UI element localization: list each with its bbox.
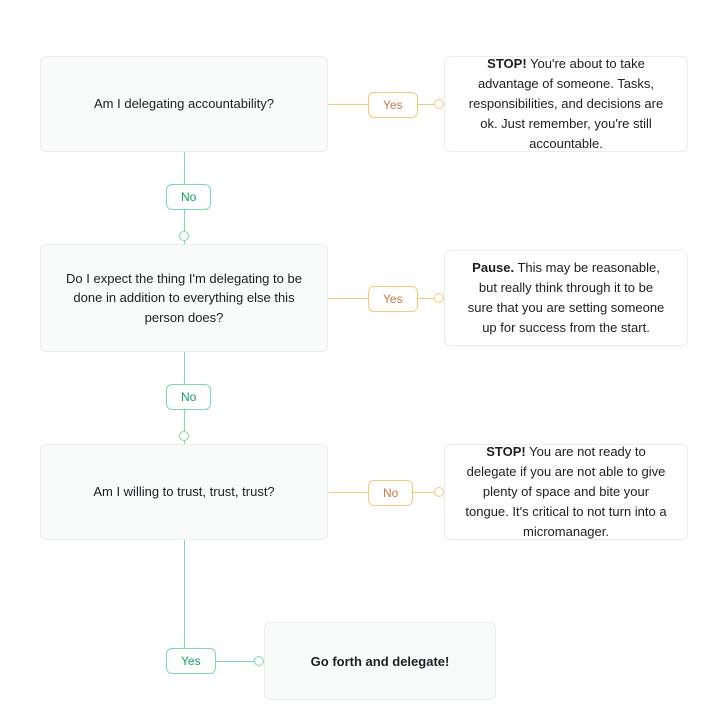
pill-q3-no: No xyxy=(368,480,413,506)
dot-final xyxy=(254,656,264,666)
outcome-2-text: Pause. This may be reasonable, but reall… xyxy=(465,258,667,339)
dot-q3-top xyxy=(179,431,189,441)
outcome-2: Pause. This may be reasonable, but reall… xyxy=(444,250,688,346)
question-1: Am I delegating accountability? xyxy=(40,56,328,152)
outcome-3-text: STOP! You are not ready to delegate if y… xyxy=(465,442,667,543)
question-3-text: Am I willing to trust, trust, trust? xyxy=(93,482,274,502)
outcome-3: STOP! You are not ready to delegate if y… xyxy=(444,444,688,540)
question-1-text: Am I delegating accountability? xyxy=(94,94,274,114)
question-3: Am I willing to trust, trust, trust? xyxy=(40,444,328,540)
dot-o3 xyxy=(434,487,444,497)
pill-q3-yes: Yes xyxy=(166,648,216,674)
outcome-final: Go forth and delegate! xyxy=(264,622,496,700)
dot-o2 xyxy=(434,293,444,303)
pill-q2-yes: Yes xyxy=(368,286,418,312)
question-2-text: Do I expect the thing I'm delegating to … xyxy=(65,269,303,328)
outcome-final-text: Go forth and delegate! xyxy=(311,654,450,669)
outcome-1-text: STOP! You're about to take advantage of … xyxy=(465,54,667,155)
pill-q2-no: No xyxy=(166,384,211,410)
flowchart-canvas: Am I delegating accountability? Do I exp… xyxy=(0,0,720,728)
outcome-1: STOP! You're about to take advantage of … xyxy=(444,56,688,152)
dot-q2-top xyxy=(179,231,189,241)
dot-o1 xyxy=(434,99,444,109)
question-2: Do I expect the thing I'm delegating to … xyxy=(40,244,328,352)
connector-q3-final-v xyxy=(184,540,185,661)
pill-q1-no: No xyxy=(166,184,211,210)
pill-q1-yes: Yes xyxy=(368,92,418,118)
